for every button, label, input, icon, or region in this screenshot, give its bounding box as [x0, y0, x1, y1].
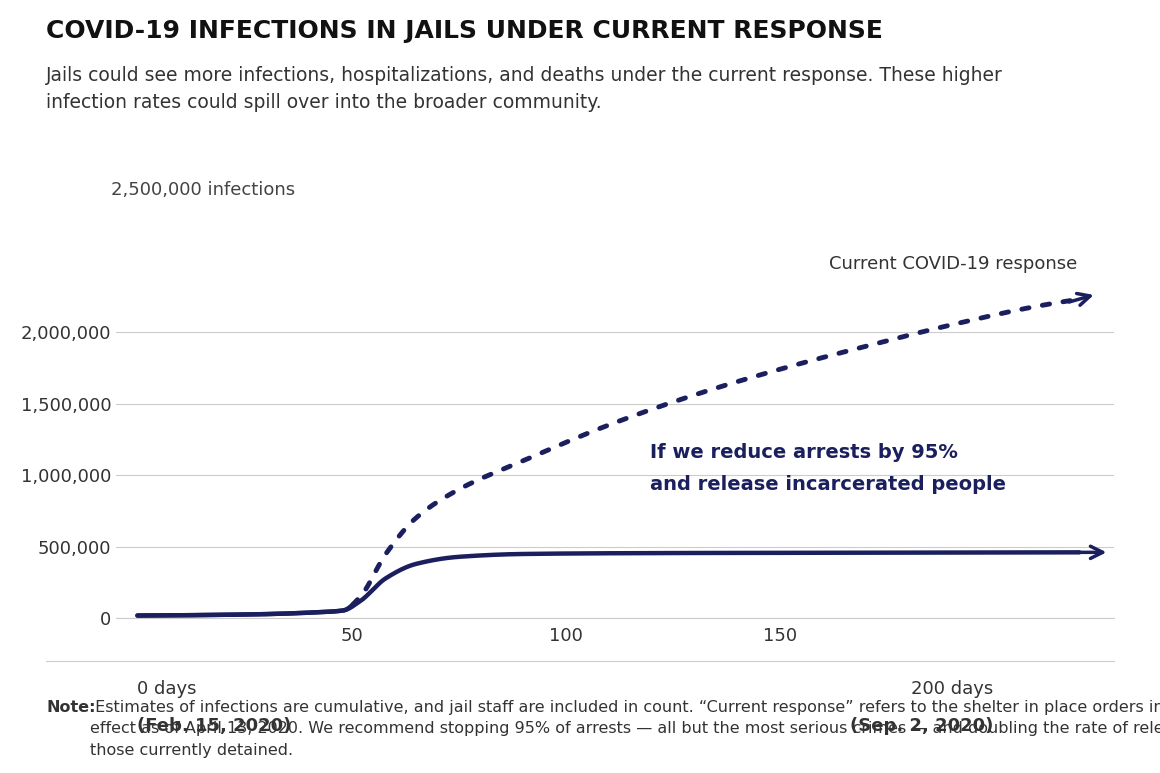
Text: Note:: Note: [46, 700, 96, 714]
Text: (Sep. 2, 2020): (Sep. 2, 2020) [850, 717, 994, 735]
Text: (Feb. 15, 2020): (Feb. 15, 2020) [137, 717, 292, 735]
Text: 200 days: 200 days [912, 680, 994, 698]
Text: Jails could see more infections, hospitalizations, and deaths under the current : Jails could see more infections, hospita… [46, 66, 1003, 112]
Text: and release incarcerated people: and release incarcerated people [650, 475, 1006, 495]
Text: 0 days: 0 days [137, 680, 197, 698]
Text: Current COVID-19 response: Current COVID-19 response [829, 255, 1078, 273]
Text: If we reduce arrests by 95%: If we reduce arrests by 95% [650, 442, 958, 461]
Text: COVID-19 INFECTIONS IN JAILS UNDER CURRENT RESPONSE: COVID-19 INFECTIONS IN JAILS UNDER CURRE… [46, 19, 883, 43]
Text: Estimates of infections are cumulative, and jail staff are included in count. “C: Estimates of infections are cumulative, … [90, 700, 1160, 758]
Text: 2,500,000 infections: 2,500,000 infections [111, 181, 295, 199]
